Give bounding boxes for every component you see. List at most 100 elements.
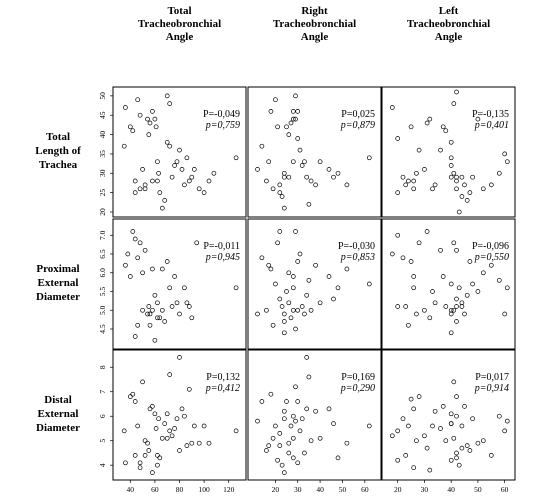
data-point <box>454 174 459 180</box>
data-point <box>335 455 341 461</box>
data-point <box>153 124 159 130</box>
panels: P=-0,049p=0,75920253035404550P=0,025p=0,… <box>98 86 516 494</box>
data-point <box>331 174 336 180</box>
data-point <box>255 311 260 317</box>
data-point <box>182 285 187 291</box>
data-point <box>454 89 459 95</box>
data-point <box>162 421 168 426</box>
data-point <box>454 319 459 324</box>
data-point <box>406 322 411 328</box>
row-header-line: Total <box>46 131 70 143</box>
data-point <box>167 428 173 434</box>
data-point <box>317 300 323 306</box>
data-point <box>304 292 310 298</box>
data-point <box>273 423 278 429</box>
data-point <box>411 406 417 412</box>
data-point <box>470 174 475 180</box>
data-point <box>502 311 508 317</box>
x-tick-label: 60 <box>151 485 159 494</box>
data-point <box>164 139 170 145</box>
data-point <box>132 453 138 458</box>
column-header-line: Total <box>167 5 191 17</box>
data-point <box>427 116 433 122</box>
data-point <box>277 190 283 195</box>
data-point <box>313 262 318 268</box>
data-point <box>335 170 341 176</box>
data-point <box>317 435 323 441</box>
data-point <box>438 247 443 253</box>
data-point <box>186 386 192 392</box>
data-point <box>432 182 438 188</box>
data-point <box>284 289 289 294</box>
data-point <box>462 311 467 317</box>
data-point <box>140 167 145 172</box>
data-point <box>432 300 438 306</box>
data-point <box>150 109 155 114</box>
data-point <box>132 399 138 404</box>
panel-frame <box>247 86 382 218</box>
pearson-value: P=0,169 <box>341 372 375 383</box>
pearson-value: P=-0,096 <box>472 241 509 252</box>
y-tick-label: 5.5 <box>98 287 107 297</box>
row-header-line: External <box>38 408 79 420</box>
data-point <box>189 174 195 180</box>
data-point <box>150 470 155 475</box>
data-point <box>299 163 305 168</box>
data-point <box>167 372 173 377</box>
data-point <box>297 147 303 153</box>
data-point <box>172 426 177 431</box>
data-point <box>135 322 141 328</box>
data-point <box>150 307 155 313</box>
data-point <box>142 247 148 253</box>
data-point <box>184 443 190 448</box>
data-point <box>395 232 401 238</box>
data-point <box>152 292 158 298</box>
data-point <box>157 455 163 461</box>
data-point <box>488 182 494 188</box>
data-point <box>189 315 195 321</box>
data-point <box>504 285 510 291</box>
data-point <box>302 159 307 165</box>
data-point <box>159 435 165 441</box>
data-point <box>414 170 419 176</box>
data-point <box>422 307 427 313</box>
data-point <box>306 374 312 380</box>
data-point <box>147 120 153 126</box>
data-point <box>277 296 283 302</box>
data-point <box>331 296 336 302</box>
row-headers: Total Length of Trachea Proximal External Dia… <box>35 131 81 434</box>
data-point <box>132 236 138 242</box>
data-point <box>454 455 459 461</box>
data-point <box>422 167 427 172</box>
data-point <box>132 190 138 195</box>
data-point <box>132 334 138 339</box>
data-point <box>454 186 459 192</box>
data-point <box>395 136 401 141</box>
data-point <box>150 404 155 409</box>
data-point <box>440 404 446 409</box>
x-tick-label: 50 <box>339 485 347 494</box>
data-point <box>335 285 341 291</box>
data-point <box>135 255 141 261</box>
data-point <box>403 453 409 458</box>
data-point <box>159 266 165 272</box>
panel-frame <box>112 218 247 350</box>
data-point <box>475 289 481 294</box>
data-point <box>451 170 457 176</box>
data-point <box>440 274 446 279</box>
data-point <box>152 116 158 122</box>
data-point <box>304 355 310 360</box>
panel-frame <box>112 86 247 218</box>
data-point <box>502 428 508 434</box>
data-point <box>467 259 473 264</box>
data-point <box>145 116 150 122</box>
data-point <box>411 465 417 471</box>
data-point <box>273 97 278 103</box>
data-point <box>295 399 301 404</box>
data-point <box>172 274 177 279</box>
data-point <box>290 285 296 291</box>
data-point <box>268 109 274 114</box>
y-tick-label: 7 <box>98 390 107 394</box>
data-point <box>268 391 274 397</box>
